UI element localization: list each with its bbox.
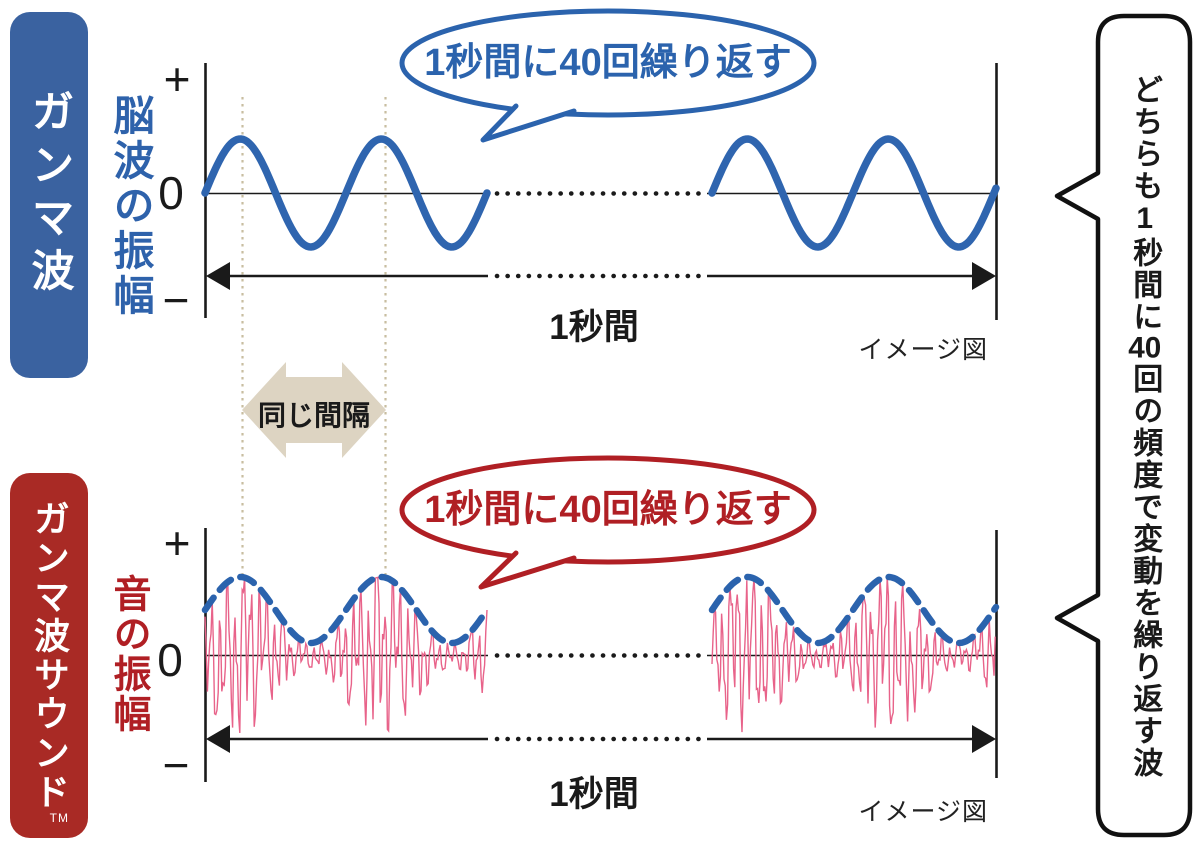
right-note-number: 40: [1128, 332, 1162, 363]
top-minus-tick: −: [162, 274, 190, 326]
right-note: どちらも1秒間に40回の頻度で変動を繰り返す波: [1102, 20, 1186, 832]
bottom-duration-label: 1秒間: [549, 775, 639, 814]
top-arrowhead-right: [972, 262, 996, 290]
bottom-plus-tick: +: [163, 517, 191, 569]
gamma-sound-box: ガンマ波サウンド TM: [10, 473, 88, 838]
top-zero-tick: 0: [158, 167, 184, 219]
right-note-part1: どちらも1秒間に: [1128, 73, 1162, 333]
gamma-wave-box: ガンマ波: [10, 12, 88, 378]
top-plus-tick: +: [163, 53, 191, 105]
gamma-wave-box-label: ガンマ波: [25, 89, 73, 301]
trademark-label: TM: [49, 811, 69, 825]
gamma-sound-box-label: ガンマ波サウンド: [29, 499, 70, 812]
brain-amplitude-axis-title: 脳波の振幅: [107, 94, 153, 319]
right-note-part2: 回の頻度で変動を繰り返す波: [1128, 362, 1162, 779]
top-duration-label: 1秒間: [549, 308, 639, 347]
sound-amplitude-axis-title: 音の振幅: [107, 574, 149, 734]
top-bubble-tail: [480, 103, 577, 143]
bottom-arrowhead-left: [206, 725, 230, 753]
top-image-caption: イメージ図: [858, 336, 988, 364]
sound-envelope-left-segment: [201, 573, 491, 647]
same-interval-arrow: [242, 362, 386, 458]
bottom-bubble-tail: [478, 550, 577, 590]
sound-envelope-right-segment: [708, 573, 1000, 647]
bottom-bubble-label: 1秒間に40回繰り返す: [424, 489, 792, 531]
bottom-minus-tick: −: [162, 739, 190, 791]
bottom-zero-tick: 0: [157, 634, 183, 686]
bottom-image-caption: イメージ図: [858, 798, 988, 826]
sound-waveform-right-segment: [711, 576, 996, 733]
right-note-bracket: [1054, 13, 1193, 838]
brain-wave-right-segment: [708, 135, 1000, 251]
bottom-speech-bubble: [399, 455, 817, 590]
same-interval-label: 同じ間隔: [257, 400, 370, 431]
brain-wave-left-segment: [201, 135, 491, 251]
top-bubble-label: 1秒間に40回繰り返す: [424, 42, 792, 84]
sound-waveform-left-segment: [204, 576, 488, 734]
top-speech-bubble: [399, 8, 817, 143]
bottom-arrowhead-right: [972, 725, 996, 753]
top-arrowhead-left: [206, 262, 230, 290]
right-note-text: どちらも1秒間に40回の頻度で変動を繰り返す波: [1128, 73, 1162, 779]
